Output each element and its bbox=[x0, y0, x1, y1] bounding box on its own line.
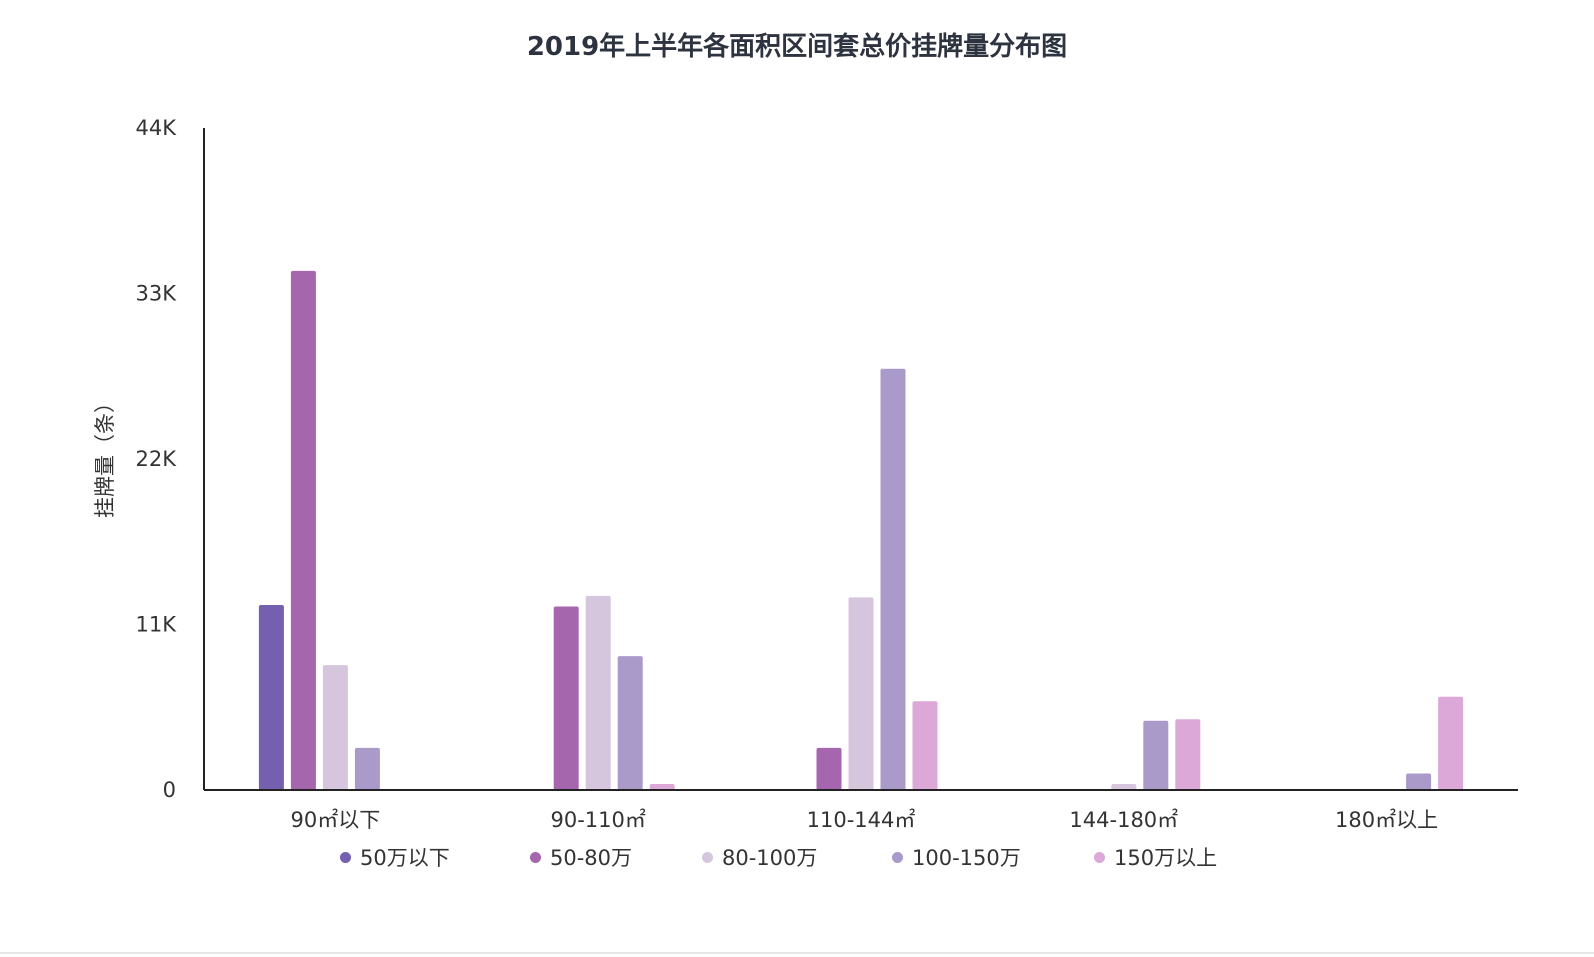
legend-label: 80-100万 bbox=[722, 846, 818, 870]
legend-item: 50-80万 bbox=[530, 842, 632, 872]
y-tick-label: 11K bbox=[136, 613, 178, 637]
bar bbox=[912, 701, 938, 790]
y-tick-label: 0 bbox=[163, 778, 176, 802]
x-tick-label: 180㎡以上 bbox=[1335, 808, 1438, 832]
y-tick-label: 22K bbox=[136, 447, 178, 471]
bar bbox=[816, 747, 842, 790]
bar bbox=[880, 368, 906, 790]
y-axis-label: 挂牌量（条） bbox=[93, 392, 117, 518]
bar bbox=[649, 783, 675, 790]
bar bbox=[354, 747, 380, 790]
legend-swatch bbox=[892, 851, 903, 863]
bar bbox=[1438, 696, 1464, 790]
legend-swatch bbox=[702, 851, 713, 863]
legend-item: 150万以上 bbox=[1094, 842, 1217, 872]
y-tick-label: 33K bbox=[136, 282, 178, 306]
bar bbox=[617, 656, 643, 790]
bar bbox=[1143, 720, 1169, 790]
bar bbox=[1111, 783, 1137, 790]
legend-swatch bbox=[1094, 851, 1105, 863]
legend: 50万以下 50-80万 80-100万 100-150万 150万以上 bbox=[340, 842, 1260, 872]
x-tick-label: 90-110㎡ bbox=[551, 808, 646, 832]
x-tick-label: 144-180㎡ bbox=[1069, 808, 1178, 832]
legend-item: 100-150万 bbox=[892, 842, 1021, 872]
legend-item: 80-100万 bbox=[702, 842, 817, 872]
legend-label: 50-80万 bbox=[550, 846, 633, 870]
x-axis-ticks: 90㎡以下 90-110㎡ 110-144㎡ 144-180㎡ 180㎡以上 bbox=[291, 808, 1439, 832]
bar bbox=[585, 595, 611, 790]
bar bbox=[553, 606, 579, 790]
bar bbox=[1175, 719, 1201, 790]
legend-label: 150万以上 bbox=[1114, 846, 1218, 870]
y-tick-label: 44K bbox=[136, 116, 178, 140]
legend-label: 50万以下 bbox=[360, 846, 450, 870]
chart-title: 2019年上半年各面积区间套总价挂牌量分布图 bbox=[526, 32, 1068, 62]
bar bbox=[322, 665, 348, 790]
bar bbox=[258, 604, 284, 790]
bars-group bbox=[258, 270, 1464, 790]
legend-swatch bbox=[340, 851, 351, 863]
legend-item: 50万以下 bbox=[340, 842, 450, 872]
legend-label: 100-150万 bbox=[912, 846, 1021, 870]
bar bbox=[1406, 773, 1432, 790]
legend-swatch bbox=[530, 851, 541, 863]
bar bbox=[290, 270, 316, 790]
y-axis-ticks: 0 11K 22K 33K 44K bbox=[136, 116, 178, 802]
bar bbox=[848, 597, 874, 790]
x-tick-label: 90㎡以下 bbox=[291, 808, 381, 832]
x-tick-label: 110-144㎡ bbox=[807, 808, 916, 832]
bottom-divider bbox=[0, 952, 1594, 954]
